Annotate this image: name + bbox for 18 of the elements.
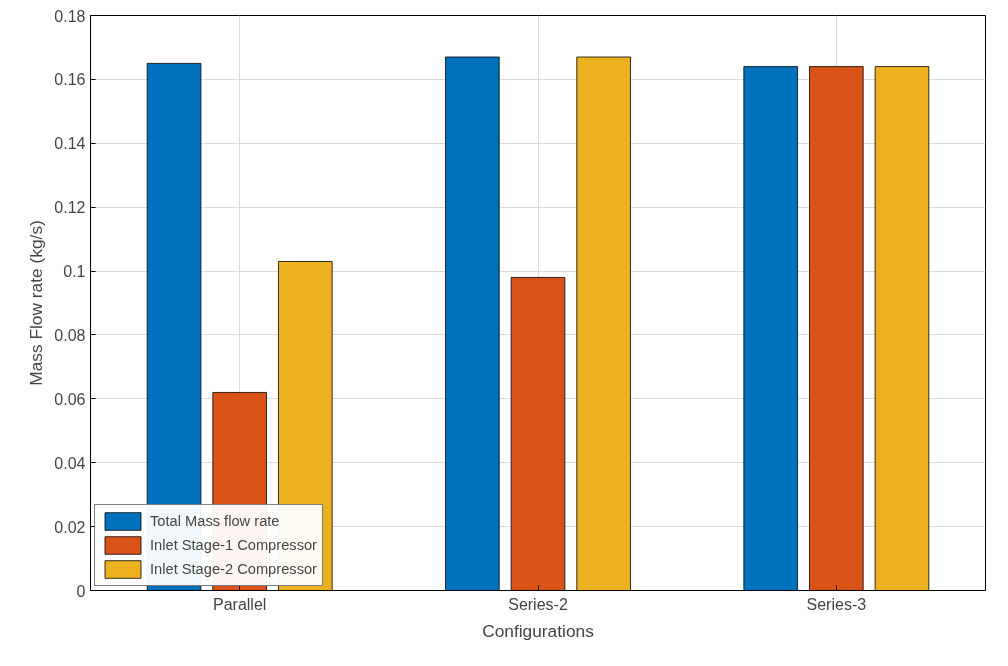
y-tick-label: 0.12	[54, 199, 86, 217]
y-tick-label: 0.14	[54, 135, 86, 153]
y-tick-label: 0.02	[54, 518, 86, 536]
y-tick-label: 0.16	[54, 71, 86, 89]
y-tick-label: 0	[76, 582, 86, 600]
legend-label: Inlet Stage-2 Compressor	[150, 561, 317, 577]
x-axis-title: Configurations	[482, 620, 595, 641]
y-tick-label: 0.08	[54, 326, 86, 344]
legend-label: Inlet Stage-1 Compressor	[150, 537, 317, 553]
x-tick-label: Parallel	[212, 595, 267, 613]
y-tick-label: 0.04	[54, 454, 86, 472]
y-tick-label: 0.06	[54, 390, 86, 408]
x-tick-label: Series-2	[508, 595, 568, 613]
y-tick-label: 0.1	[63, 263, 86, 281]
x-tick-label: Series-3	[806, 595, 867, 613]
legend-label: Total Mass flow rate	[150, 513, 280, 529]
y-axis-title: Mass Flow rate (kg/s)	[26, 220, 47, 386]
y-tick-label: 0.18	[54, 7, 86, 25]
